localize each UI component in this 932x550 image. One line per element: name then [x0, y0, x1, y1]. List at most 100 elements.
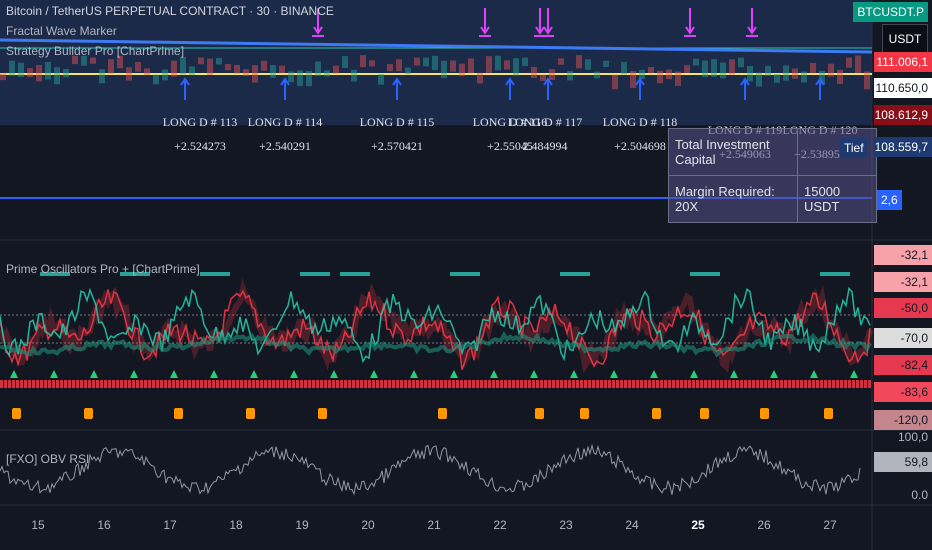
volume-tag: 2,6	[877, 190, 902, 210]
candle	[738, 57, 744, 68]
osc-bar	[568, 380, 571, 388]
osc-bar	[448, 380, 451, 388]
osc-bar	[144, 380, 147, 388]
osc-bar	[276, 380, 279, 388]
osc-dash	[560, 272, 590, 276]
marker	[290, 370, 298, 378]
entry-arrow	[180, 77, 190, 100]
candle	[333, 65, 339, 74]
osc-bar	[348, 380, 351, 388]
osc-bar	[128, 380, 131, 388]
osc-bar	[788, 380, 791, 388]
candle	[153, 74, 159, 85]
candle	[612, 74, 618, 90]
osc-bar	[632, 380, 635, 388]
candle	[270, 64, 276, 78]
marker	[650, 370, 658, 378]
osc-bar	[424, 380, 427, 388]
candle	[18, 62, 24, 77]
candle	[315, 61, 321, 76]
osc-bar	[540, 380, 543, 388]
osc-bar	[384, 380, 387, 388]
osc-bar	[100, 380, 103, 388]
marker	[690, 370, 698, 378]
osc-bar	[780, 380, 783, 388]
trade-value: +2.55045	[487, 139, 533, 153]
osc-bar	[696, 380, 699, 388]
fractal-arrow	[312, 8, 324, 37]
osc-bar	[688, 380, 691, 388]
osc-bar	[816, 380, 819, 388]
osc-bar	[16, 380, 19, 388]
osc-bar	[776, 380, 779, 388]
candle	[198, 57, 204, 65]
osc-bar	[604, 380, 607, 388]
candle	[774, 73, 780, 83]
osc-bar	[856, 380, 859, 388]
marker	[90, 370, 98, 378]
candle	[342, 56, 348, 69]
candle	[765, 65, 771, 76]
currency-button[interactable]: USDT	[882, 24, 928, 54]
indicator-legend[interactable]: [FXO] OBV RSI	[6, 452, 90, 466]
obv-tag: 59,8	[874, 452, 932, 472]
osc-bar	[708, 380, 711, 388]
candle	[207, 58, 213, 75]
candle	[621, 62, 627, 75]
osc-bar	[296, 380, 299, 388]
marker	[850, 370, 858, 378]
osc-bar	[756, 380, 759, 388]
indicator-legend[interactable]: Prime Oscillators Pro + [ChartPrime]	[6, 262, 200, 276]
symbol-badge[interactable]: BTCUSDT.P	[853, 2, 928, 22]
candle	[405, 67, 411, 75]
osc-bar	[228, 380, 231, 388]
marker	[170, 370, 178, 378]
osc-tag: -82,4	[874, 355, 932, 375]
osc-bar	[84, 380, 87, 388]
osc-bar	[216, 380, 219, 388]
candle	[369, 60, 375, 67]
osc-bar	[684, 380, 687, 388]
candle	[180, 56, 186, 75]
candle	[819, 70, 825, 85]
osc-bar	[152, 380, 155, 388]
osc-tag: -32,1	[874, 245, 932, 265]
time-label: 19	[295, 518, 309, 532]
obv-line	[0, 443, 861, 496]
osc-bar	[208, 380, 211, 388]
osc-bar	[668, 380, 671, 388]
candle	[648, 67, 654, 74]
osc-bar	[724, 380, 727, 388]
icon	[824, 408, 833, 419]
icon	[535, 408, 544, 419]
osc-dash	[450, 272, 480, 276]
osc-bar	[88, 380, 91, 388]
osc-bar	[80, 380, 83, 388]
osc-bar	[736, 380, 739, 388]
osc-bar	[844, 380, 847, 388]
osc-bar	[240, 380, 243, 388]
candle	[486, 56, 492, 73]
indicator-legend[interactable]: Strategy Builder Pro [ChartPrime]	[6, 44, 185, 58]
osc-bar	[748, 380, 751, 388]
trade-label: LONG D # 113	[162, 115, 238, 129]
marker	[50, 370, 58, 378]
osc-bar	[656, 380, 659, 388]
osc-bar	[532, 380, 535, 388]
main-band	[0, 0, 872, 125]
osc-bar	[700, 380, 703, 388]
candle	[90, 57, 96, 64]
price-tag: 110.650,0	[874, 78, 932, 98]
osc-bar	[0, 380, 3, 388]
osc-bar	[752, 380, 755, 388]
oscillator-line	[0, 330, 872, 358]
candle	[387, 64, 393, 72]
candle	[513, 58, 519, 76]
candle	[126, 67, 132, 81]
candle	[783, 65, 789, 81]
indicator-legend[interactable]: Fractal Wave Marker	[6, 24, 117, 38]
osc-dash	[120, 272, 150, 276]
osc-bar	[556, 380, 559, 388]
candle	[144, 68, 150, 76]
osc-bar	[768, 380, 771, 388]
